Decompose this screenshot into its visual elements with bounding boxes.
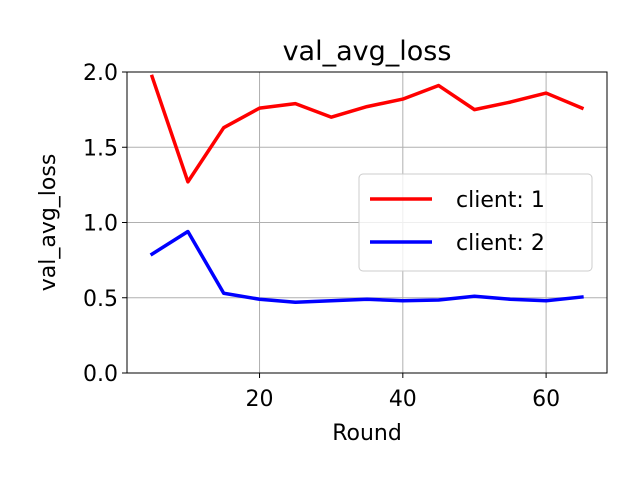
y-tick-label: 0.5 (83, 287, 118, 312)
ticks: 20 40 60 0.0 0.5 1.0 1.5 2.0 (83, 61, 560, 412)
legend-label-client-1: client: 1 (456, 188, 545, 213)
legend: client: 1 client: 2 (358, 173, 593, 272)
series-group (149, 74, 585, 305)
y-axis-label: val_avg_loss (36, 154, 61, 292)
series-line-client-2 (149, 229, 584, 305)
y-tick-label: 1.5 (83, 136, 118, 161)
series-line-client-1 (149, 74, 585, 184)
x-tick-label: 60 (532, 387, 560, 412)
y-tick-label: 1.0 (83, 212, 118, 237)
legend-label-client-2: client: 2 (456, 231, 545, 256)
y-tick-label: 0.0 (83, 362, 118, 387)
chart-title: val_avg_loss (283, 36, 452, 67)
y-tick-label: 2.0 (83, 61, 118, 86)
x-axis-label: Round (332, 421, 402, 446)
x-tick-label: 40 (389, 387, 417, 412)
x-tick-label: 20 (246, 387, 274, 412)
